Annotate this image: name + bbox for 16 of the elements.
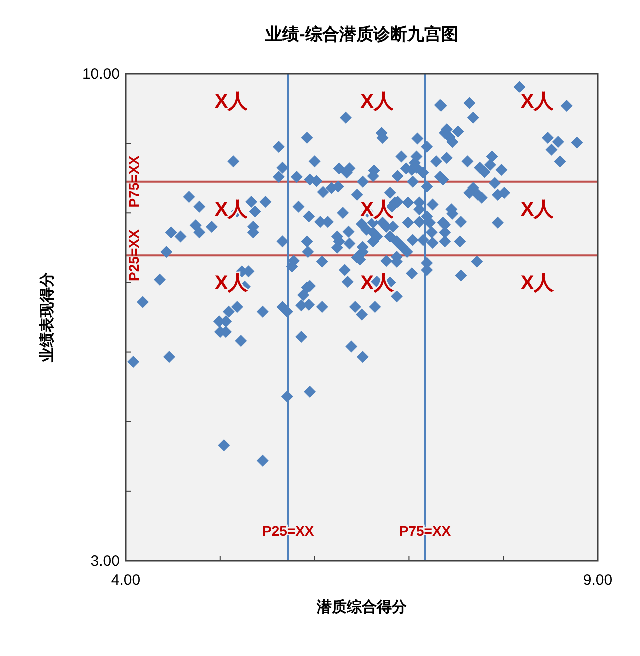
annotation: X人: [360, 198, 396, 221]
y-axis-title: 业绩表现得分: [39, 272, 56, 364]
ref-line-label: P75=XX: [126, 155, 142, 208]
annotation: X人: [214, 91, 250, 113]
chart-title: 业绩-综合潜质诊断九宫图: [264, 25, 458, 44]
annotation: X人: [520, 272, 556, 295]
x-axis-title: 潜质综合得分: [316, 599, 408, 616]
ref-line-label: P25=XX: [126, 229, 142, 282]
annotation: X人: [214, 272, 250, 295]
x-tick-label: 4.00: [111, 572, 141, 589]
y-tick-label: 10.00: [82, 66, 120, 83]
y-tick-label: 3.00: [90, 553, 120, 570]
x-tick-label: 9.00: [583, 572, 613, 589]
annotation: X人: [360, 91, 396, 113]
annotation: X人: [520, 198, 556, 221]
annotation: X人: [520, 91, 556, 113]
